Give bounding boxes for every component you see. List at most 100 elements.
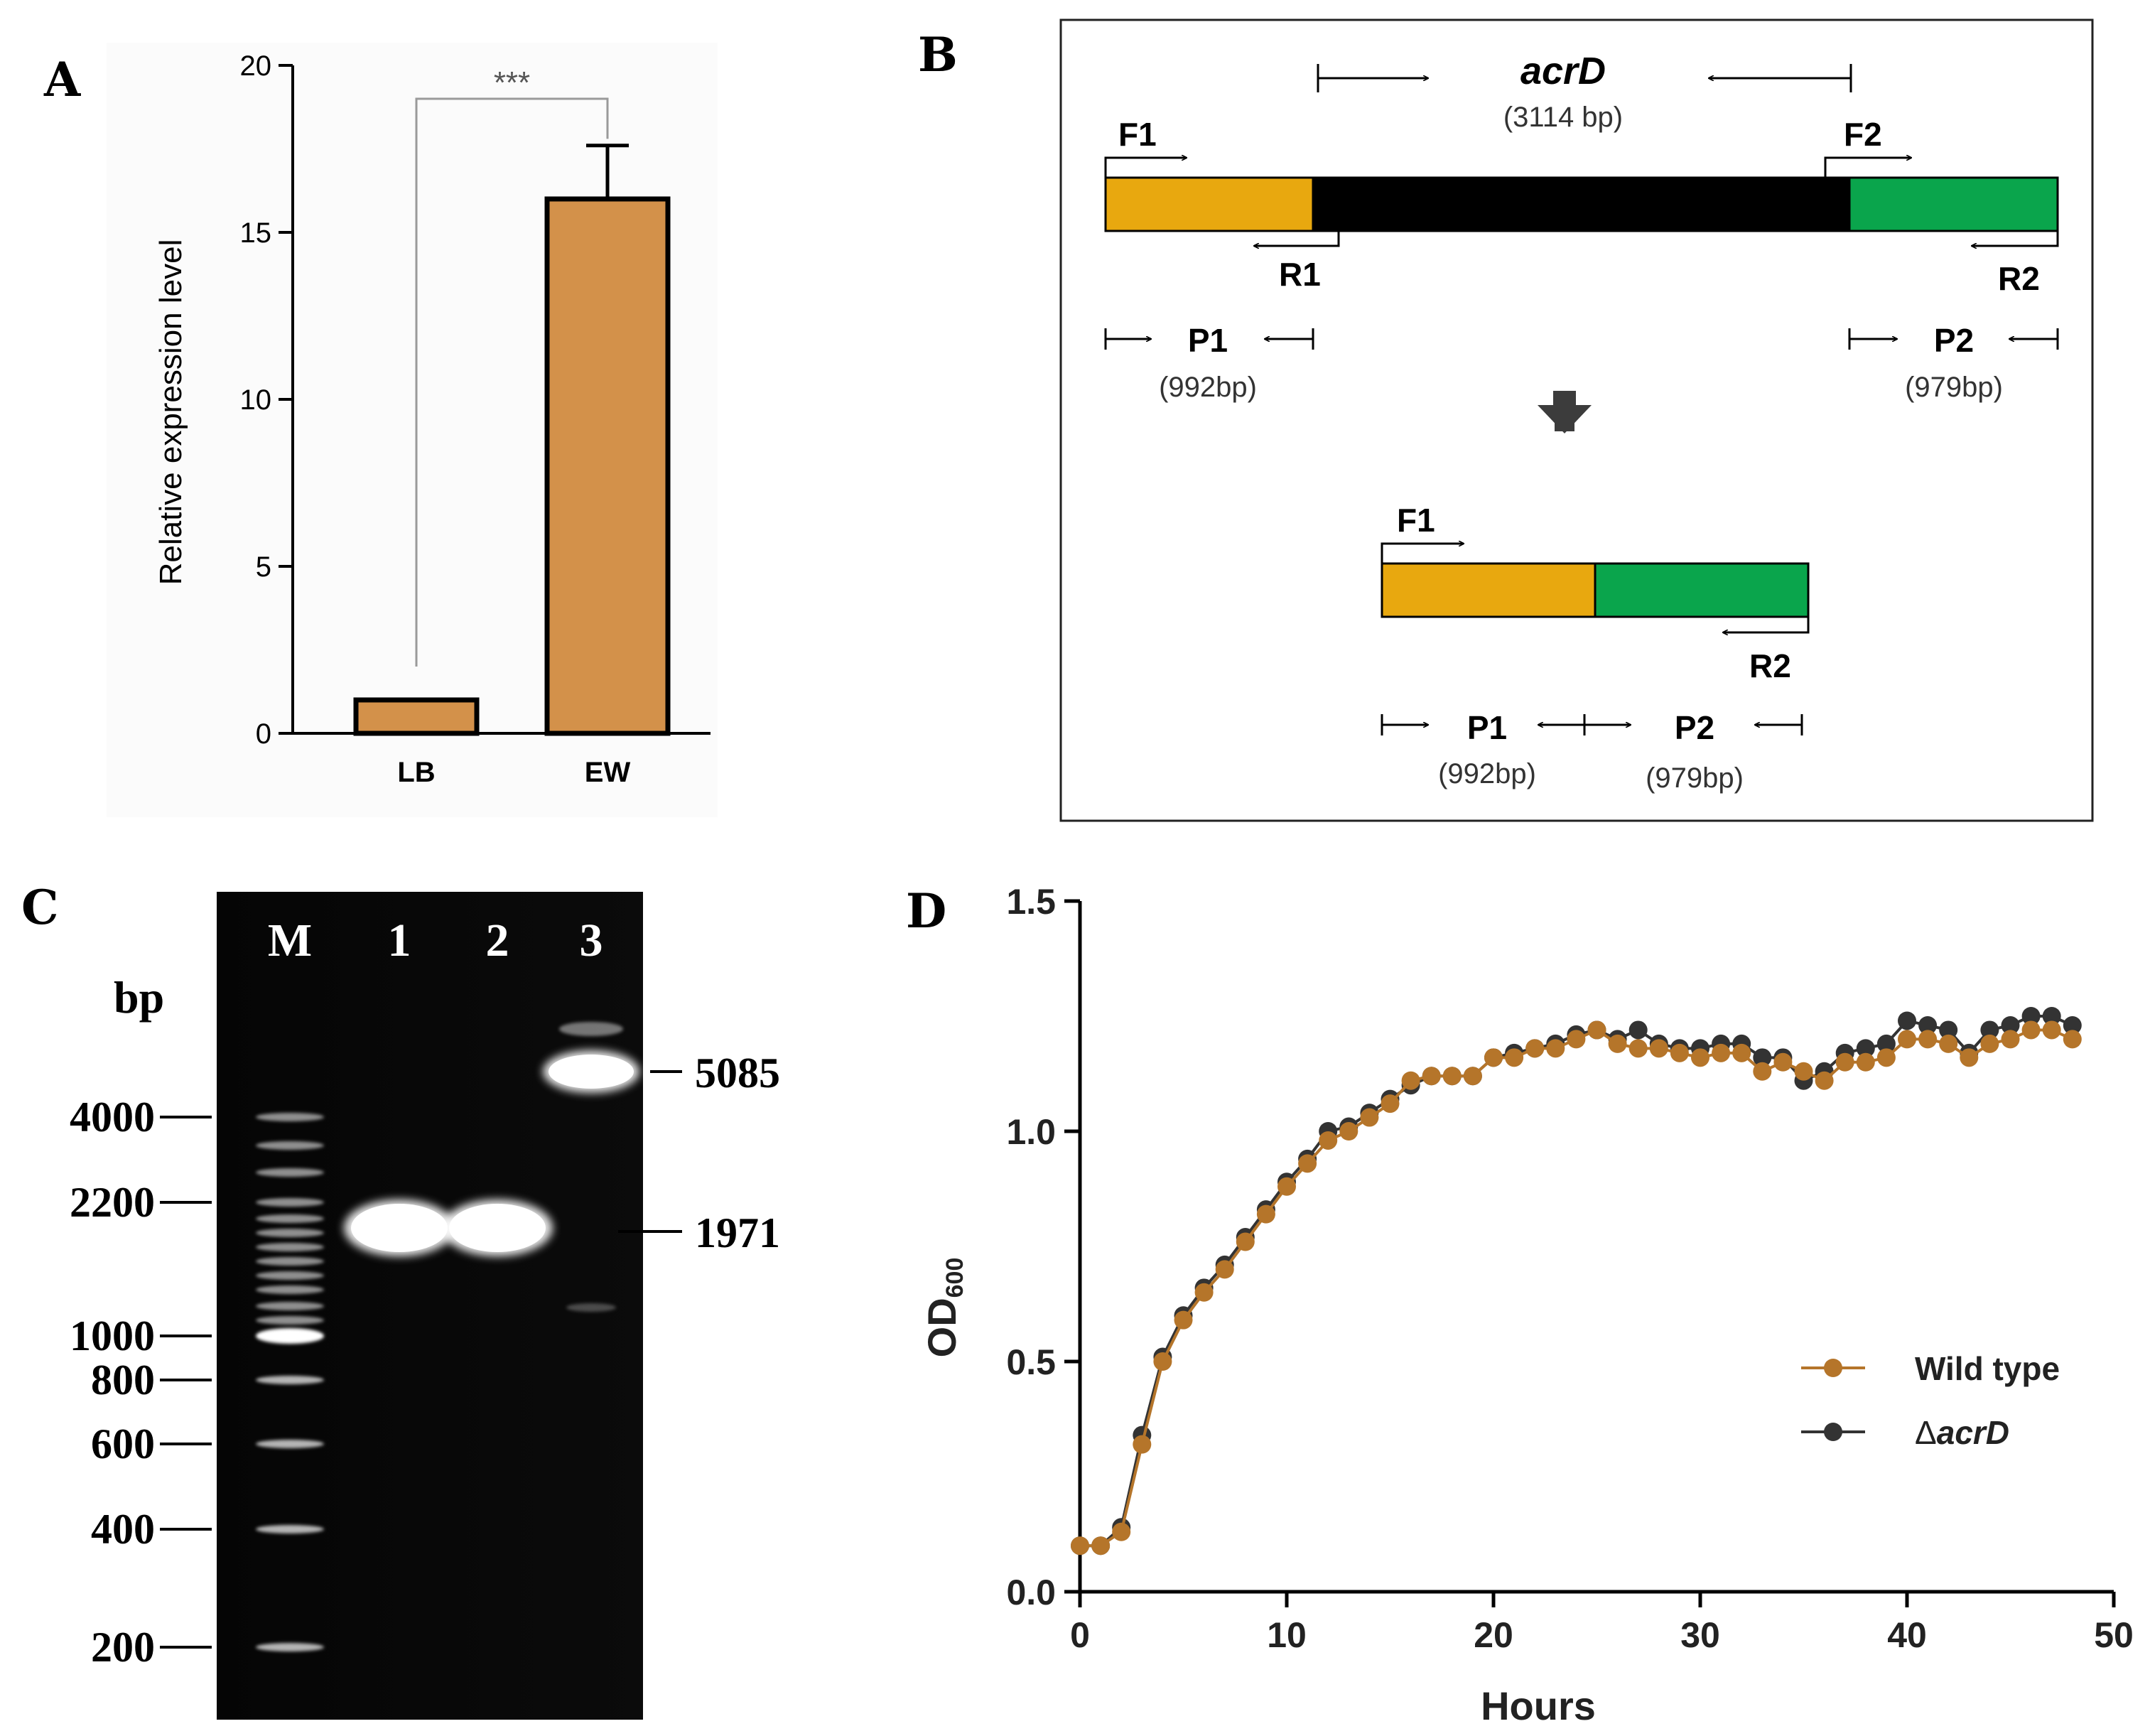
- construct-primer-f1-label: F1: [1397, 502, 1435, 539]
- bar-ew: [544, 196, 671, 736]
- data-point-wild-type: [1567, 1030, 1586, 1049]
- d-y-tick-label: 0.5: [1006, 1342, 1056, 1382]
- data-point-wild-type: [2063, 1030, 2082, 1049]
- d-x-tick-label: 0: [1070, 1615, 1090, 1655]
- ladder-band: [256, 1198, 324, 1207]
- data-point-wild-type: [1876, 1048, 1896, 1067]
- marker-ladder-bands: [256, 1113, 324, 1651]
- construct-primer-f1-arrow: [1381, 544, 1464, 564]
- data-point-wild-type: [1112, 1522, 1131, 1541]
- legend-delta-symbol: Δ: [1915, 1414, 1937, 1451]
- panel-d-legend: Wild type ΔacrD: [1801, 1350, 2060, 1451]
- data-point-wild-type: [1298, 1154, 1317, 1173]
- significance-bracket-line: [415, 97, 609, 667]
- construct-p1-size-label: (992bp): [1438, 758, 1536, 789]
- data-point-wild-type: [1980, 1034, 1999, 1053]
- data-point-wild-type: [1484, 1048, 1503, 1067]
- panel-b-deletion-diagram: B acrD (3114 bp) F1 R1 F2 R2 P1 (992bp): [918, 18, 2094, 822]
- primer-r1-arrow: [1254, 231, 1340, 246]
- data-point-wild-type: [1236, 1232, 1255, 1251]
- series-line-acrd: [1080, 1015, 2073, 1548]
- data-point-acrd: [1980, 1020, 1999, 1040]
- d-x-tick-label: 50: [2094, 1615, 2134, 1655]
- panel-label-b: B: [918, 27, 958, 82]
- data-point-wild-type: [1256, 1204, 1275, 1224]
- panel-d-x-ticks: 0 10 20 30 40 50: [1070, 1592, 2134, 1655]
- x-tick-label-lb: LB: [397, 757, 435, 788]
- data-point-wild-type: [1091, 1536, 1111, 1556]
- ladder-band: [256, 1113, 324, 1121]
- data-point-wild-type: [1939, 1034, 1958, 1053]
- panel-a-bar-chart: A 0 5 10 15 20 LB EW Relative expression leve…: [43, 43, 718, 817]
- lane-label-m: M: [268, 915, 312, 966]
- ladder-band: [256, 1285, 324, 1294]
- construct-primer-r2-arrow: [1723, 617, 1810, 632]
- data-point-wild-type: [1381, 1094, 1400, 1114]
- data-point-acrd: [2001, 1015, 2020, 1035]
- data-point-acrd: [1939, 1020, 1958, 1040]
- panel-label-c: C: [21, 880, 59, 935]
- data-point-wild-type: [1360, 1108, 1379, 1127]
- panel-label-a: A: [43, 52, 81, 107]
- acrd-gene-region: [1312, 176, 1851, 232]
- data-point-wild-type: [1898, 1030, 1916, 1049]
- data-point-wild-type: [1773, 1052, 1793, 1072]
- construct-upstream-region: [1381, 562, 1597, 618]
- legend-marker-wild-type: [1824, 1359, 1842, 1377]
- construct-downstream-region: [1594, 562, 1810, 618]
- data-point-acrd: [1918, 1015, 1938, 1035]
- data-point-wild-type: [1960, 1048, 1979, 1067]
- ladder-band: [256, 1376, 324, 1384]
- gene-size-label: (3114 bp): [1503, 102, 1623, 133]
- data-point-acrd: [1898, 1011, 1916, 1030]
- y-tick-label: 0: [256, 718, 271, 750]
- construct-p2-label: P2: [1675, 709, 1714, 746]
- d-y-tick-label: 0.0: [1006, 1573, 1056, 1612]
- ladder-band: [256, 1141, 324, 1150]
- primer-r1-label: R1: [1279, 256, 1321, 293]
- data-point-wild-type: [1546, 1039, 1565, 1058]
- data-point-wild-type: [1670, 1043, 1689, 1062]
- primer-r2-label: R2: [1998, 260, 2040, 297]
- construct-p1-label: P1: [1467, 709, 1507, 746]
- construct-p2-size-label: (979bp): [1646, 762, 1744, 794]
- panel-d-y-ticks: 0.0 0.5 1.0 1.5: [1006, 882, 1080, 1612]
- data-point-wild-type: [1277, 1177, 1296, 1196]
- legend-gene-name: acrD: [1937, 1414, 2009, 1451]
- p2-label: P2: [1934, 322, 1974, 359]
- data-point-wild-type: [1525, 1039, 1545, 1058]
- primer-f1-label: F1: [1118, 116, 1157, 153]
- data-point-wild-type: [1628, 1039, 1648, 1058]
- data-point-acrd: [1876, 1034, 1896, 1053]
- panel-d-axes: [1078, 901, 2114, 1594]
- data-point-wild-type: [1815, 1071, 1834, 1090]
- ladder-band: [256, 1302, 324, 1310]
- marker-label-600: 600: [91, 1420, 155, 1467]
- d-x-tick-label: 30: [1680, 1615, 1720, 1655]
- ladder-band: [256, 1525, 324, 1533]
- y-axis-label-main: OD: [919, 1298, 964, 1357]
- p2-size-label: (979bp): [1905, 372, 2003, 403]
- bar-lb: [353, 697, 480, 736]
- data-point-wild-type: [1587, 1020, 1606, 1040]
- d-x-tick-label: 10: [1267, 1615, 1307, 1655]
- ladder-band: [256, 1316, 324, 1325]
- data-point-acrd: [2042, 1007, 2061, 1025]
- data-point-wild-type: [1174, 1310, 1193, 1330]
- data-point-wild-type: [1918, 1030, 1938, 1049]
- data-point-wild-type: [1133, 1435, 1152, 1454]
- data-point-wild-type: [1319, 1131, 1338, 1150]
- data-point-wild-type: [1339, 1122, 1358, 1141]
- ladder-band: [256, 1214, 324, 1223]
- data-point-wild-type: [1608, 1034, 1627, 1053]
- primer-r2-arrow: [1972, 231, 2059, 246]
- data-point-wild-type: [1856, 1052, 1875, 1072]
- y-tick-label: 5: [256, 551, 271, 583]
- data-point-wild-type: [1649, 1039, 1668, 1058]
- panel-d-growth-curve: D 0.0 0.5 1.0 1.5 0 10 20 30 40 50 Hours OD600 W…: [906, 882, 2134, 1728]
- lane-3-faint-band: [559, 1022, 623, 1036]
- y-tick-label: 20: [240, 50, 272, 82]
- construct-primer-r2-label: R2: [1749, 647, 1791, 684]
